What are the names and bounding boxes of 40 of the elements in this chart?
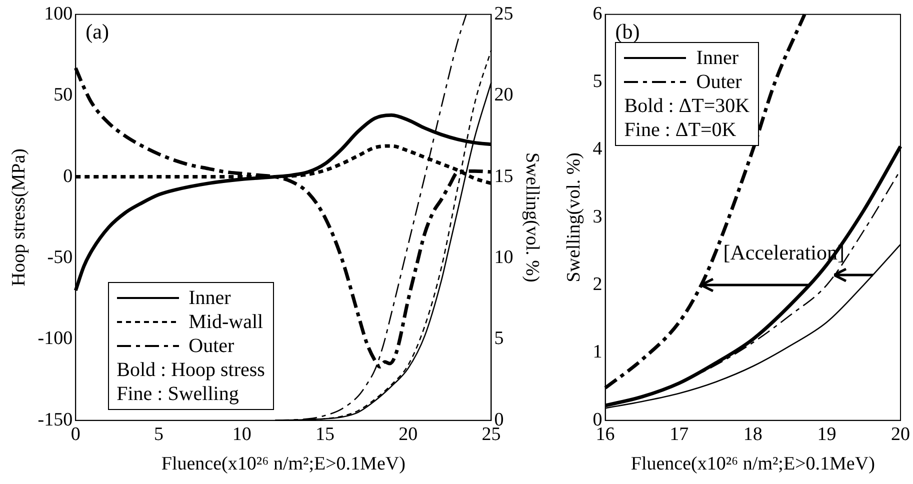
legend-title: Bold : Hoop stress Fine : Swelling xyxy=(116,358,265,406)
legend-label: Outer xyxy=(188,334,234,358)
x-axis-title: Fluence(x10²⁶ n/m²;E>0.1MeV) xyxy=(630,454,875,475)
x-tick-label: 17 xyxy=(670,424,689,445)
x-tick-label: 19 xyxy=(817,424,836,445)
y-tick-label: 2 xyxy=(592,274,602,296)
legend-label: Inner xyxy=(188,286,231,310)
y-tick-label: 6 xyxy=(592,3,602,24)
x-axis-title: Fluence(x10²⁶ n/m²;E>0.1MeV) xyxy=(161,454,406,475)
x-tick-label: 15 xyxy=(315,424,334,445)
y-tick-label: -150 xyxy=(38,409,73,430)
x-tick-label: 20 xyxy=(398,424,418,445)
y2-tick-label: 5 xyxy=(494,328,504,350)
x-tick-label: 5 xyxy=(154,424,164,445)
chart-title: (b) xyxy=(615,19,640,44)
chart-title: (a) xyxy=(86,19,109,44)
legend-label: Inner xyxy=(696,46,738,70)
x-tick-label: 10 xyxy=(232,424,252,445)
y2-tick-label: 0 xyxy=(494,409,504,430)
y-tick-label: 3 xyxy=(592,206,602,228)
y-tick-label: -100 xyxy=(38,328,73,350)
x-tick-label: 18 xyxy=(743,424,762,445)
y-tick-label: 5 xyxy=(592,71,602,92)
y-tick-label: 50 xyxy=(54,84,73,106)
y2-tick-label: 20 xyxy=(494,84,514,106)
y2-axis-title: Swelling(vol. %) xyxy=(522,152,543,282)
legend-title: Bold : ΔT=30K Fine : ΔT=0K xyxy=(624,94,750,142)
y-tick-label: 100 xyxy=(44,3,73,24)
y2-tick-label: 10 xyxy=(494,246,514,268)
x-tick-label: 20 xyxy=(891,424,910,445)
y-tick-label: 4 xyxy=(592,138,603,160)
y-axis-title: Hoop stress(MPa) xyxy=(8,148,30,286)
y2-tick-label: 15 xyxy=(494,166,514,187)
y-tick-label: 0 xyxy=(63,166,73,187)
legend-label: Mid-wall xyxy=(188,310,264,334)
y-axis-title: Swelling(vol. %) xyxy=(563,152,584,282)
legend-label: Outer xyxy=(696,70,742,94)
y-tick-label: -50 xyxy=(47,246,73,268)
y2-tick-label: 25 xyxy=(494,3,514,24)
y-tick-label: 1 xyxy=(592,342,602,363)
